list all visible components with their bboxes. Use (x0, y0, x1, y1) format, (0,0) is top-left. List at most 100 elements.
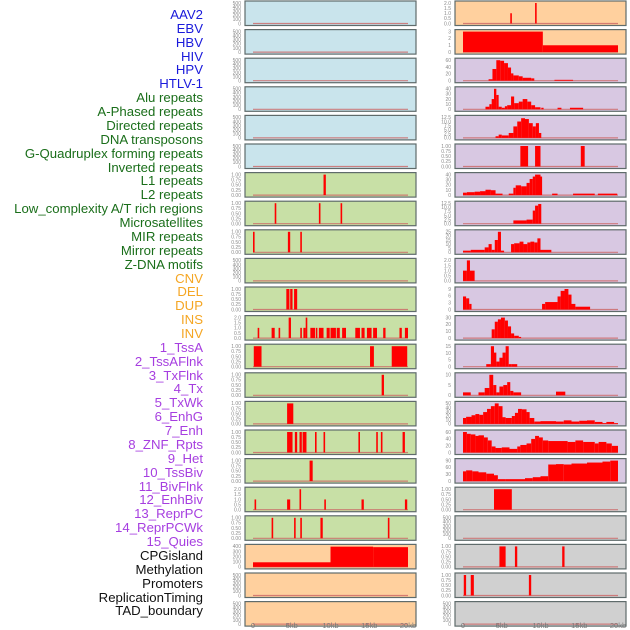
data-bar (528, 575, 532, 596)
data-bar (521, 186, 527, 196)
panel-background (244, 429, 417, 456)
data-bar (475, 414, 480, 424)
y-tick-label: 12.5 (441, 201, 451, 207)
y-tick-label: 500 (233, 573, 242, 579)
data-bar (513, 75, 519, 81)
y-tick-label: 15 (445, 238, 451, 244)
data-bar (391, 346, 408, 367)
y-tick-label: 90 (445, 458, 451, 464)
data-bar (573, 193, 595, 196)
track-label: MIR repeats (131, 228, 203, 244)
data-bar (383, 327, 386, 339)
track-label: Mirror repeats (120, 242, 203, 258)
y-tick-label: 20 (445, 443, 451, 449)
data-bar (532, 477, 541, 482)
data-bar (330, 546, 374, 567)
track-panel: 0.000.250.500.751.00 (231, 400, 417, 428)
y-tick-label: 0 (238, 50, 241, 56)
y-tick-label: 300 (233, 152, 242, 158)
y-tick-label: 25 (445, 230, 451, 236)
data-bar (472, 471, 479, 482)
y-tick-label: 200 (233, 13, 242, 19)
data-bar (499, 357, 503, 367)
data-bar (567, 441, 576, 453)
data-bar (545, 302, 558, 310)
data-bar (496, 94, 499, 110)
data-bar (520, 444, 527, 453)
x-tick-label: 5kb (496, 621, 508, 630)
y-tick-label: 300 (233, 581, 242, 587)
y-tick-label: 1.5 (444, 263, 451, 269)
y-tick-label: 0.50 (231, 240, 241, 246)
track-label: HPV (175, 62, 203, 78)
y-tick-label: 0 (238, 107, 241, 113)
data-bar (470, 575, 474, 596)
y-tick-label: 400 (233, 62, 242, 68)
y-tick-label: 0.75 (231, 349, 241, 355)
data-bar (257, 327, 260, 339)
panel-background (454, 315, 627, 341)
track-panel: 0.02.55.07.510.012.5 (441, 200, 627, 228)
data-bar (254, 499, 257, 510)
y-tick-label: 0 (448, 50, 451, 56)
data-bar (278, 327, 281, 339)
track-label: Inverted repeats (107, 159, 203, 175)
data-bar (487, 408, 491, 424)
data-bar (470, 434, 476, 453)
track-label: 12_EnhBiv (139, 492, 203, 508)
y-tick-label: 0.0 (444, 21, 451, 27)
track-label: 5_TxWk (154, 395, 203, 411)
y-tick-label: 0.50 (441, 497, 451, 503)
y-tick-label: 100 (233, 103, 242, 109)
track-label: DNA transposons (100, 131, 203, 147)
y-tick-label: 0.0 (444, 222, 451, 228)
y-tick-label: 5.0 (444, 128, 451, 134)
panel-background (454, 257, 627, 284)
data-bar (484, 387, 490, 396)
data-bar (315, 432, 317, 453)
data-bar (580, 146, 585, 167)
y-tick-label: 200 (443, 614, 452, 620)
data-bar (474, 191, 481, 196)
y-tick-label: 0 (448, 422, 451, 428)
data-bar (526, 412, 530, 424)
panel-background (244, 257, 417, 284)
data-bar (508, 364, 512, 367)
track-label: TAD_boundary (115, 603, 203, 619)
data-bar (399, 327, 402, 339)
y-tick-label: 10 (445, 188, 451, 194)
y-tick-label: 400 (233, 577, 242, 583)
data-bar (501, 107, 505, 110)
panel-background (244, 372, 417, 398)
y-tick-label: 100 (233, 560, 242, 566)
data-bar (511, 244, 515, 253)
y-tick-label: 100 (233, 160, 242, 166)
data-bar (290, 289, 293, 310)
y-tick-label: 200 (233, 156, 242, 162)
track-label: INS (181, 312, 203, 328)
track-label: 1_TssA (159, 339, 203, 355)
data-bar (554, 79, 574, 81)
y-tick-label: 400 (233, 262, 242, 268)
y-tick-label: 0.75 (441, 578, 451, 584)
track-label: HTLV-1 (159, 76, 203, 92)
y-tick-label: 100 (233, 275, 242, 281)
data-bar (498, 134, 502, 138)
data-bar (376, 432, 378, 453)
y-tick-label: 0.0 (234, 508, 241, 514)
y-tick-label: 60 (445, 58, 451, 64)
y-tick-label: 0.50 (441, 554, 451, 560)
panel-background (454, 572, 627, 599)
data-bar (336, 327, 340, 339)
data-bar (540, 249, 552, 253)
y-tick-label: 0 (448, 536, 451, 542)
y-tick-label: 1.00 (231, 230, 241, 236)
data-bar (324, 499, 326, 510)
data-bar (287, 432, 293, 453)
y-tick-label: 200 (233, 271, 242, 277)
y-tick-label: 300 (233, 66, 242, 72)
data-bar (521, 409, 527, 424)
